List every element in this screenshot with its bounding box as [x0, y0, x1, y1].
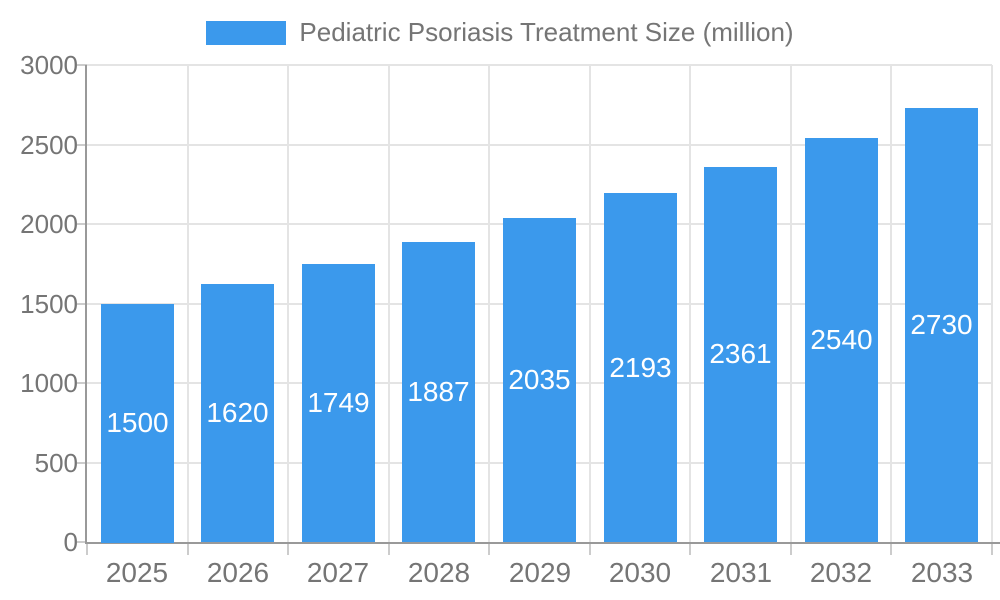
x-axis-tick — [689, 544, 691, 555]
x-tick-label: 2033 — [910, 557, 974, 588]
legend-label[interactable]: Pediatric Psoriasis Treatment Size (mill… — [299, 17, 794, 47]
legend-swatch[interactable] — [206, 20, 287, 45]
v-gridline — [187, 65, 189, 542]
x-axis-tick — [790, 544, 792, 555]
bar[interactable] — [201, 284, 274, 542]
y-axis-tick — [77, 382, 87, 384]
bar-value-label: 1749 — [307, 387, 370, 418]
x-tick-label: 2032 — [809, 557, 873, 588]
y-axis-line — [85, 65, 87, 542]
y-tick-label: 2000 — [20, 209, 78, 239]
bar-value-label: 2035 — [508, 364, 571, 395]
x-tick-label: 2026 — [206, 557, 270, 588]
x-tick-label: 2025 — [105, 557, 169, 588]
y-tick-label: 500 — [34, 448, 78, 478]
v-gridline — [287, 65, 289, 542]
x-axis-tick — [86, 544, 88, 555]
x-tick-label: 2028 — [407, 557, 471, 588]
bar-value-label: 2730 — [910, 309, 973, 340]
bar[interactable] — [604, 193, 677, 542]
x-axis-tick — [287, 544, 289, 555]
h-gridline — [87, 144, 992, 146]
x-tick-label: 2029 — [508, 557, 572, 588]
y-axis-tick — [77, 144, 87, 146]
y-axis-tick — [77, 541, 87, 543]
y-axis-tick — [77, 223, 87, 225]
x-axis-tick — [388, 544, 390, 555]
v-gridline — [589, 65, 591, 542]
bar-value-label: 2540 — [810, 324, 873, 355]
bar[interactable] — [503, 218, 576, 542]
y-axis-tick — [77, 303, 87, 305]
y-tick-label: 0 — [63, 527, 78, 557]
y-tick-label: 1000 — [20, 368, 78, 398]
v-gridline — [790, 65, 792, 542]
bar-value-label: 2361 — [709, 338, 772, 369]
v-gridline — [689, 65, 691, 542]
bar[interactable] — [704, 167, 777, 542]
y-tick-label: 2500 — [20, 130, 78, 160]
bar-value-label: 2193 — [609, 352, 672, 383]
bar-value-label: 1887 — [407, 376, 470, 407]
bar-value-label: 1500 — [106, 407, 169, 438]
y-tick-label: 3000 — [20, 50, 78, 80]
x-tick-label: 2030 — [608, 557, 672, 588]
x-axis-tick — [488, 544, 490, 555]
bar[interactable] — [402, 242, 475, 542]
chart-legend: Pediatric Psoriasis Treatment Size (mill… — [0, 17, 1000, 48]
x-axis-tick — [890, 544, 892, 555]
x-axis-line — [85, 542, 1000, 544]
bar-value-label: 1620 — [206, 397, 269, 428]
h-gridline — [87, 64, 992, 66]
x-axis-tick — [991, 544, 993, 555]
bar[interactable] — [905, 108, 978, 542]
v-gridline — [991, 65, 993, 542]
y-axis-tick — [77, 462, 87, 464]
bar[interactable] — [101, 304, 174, 543]
v-gridline — [890, 65, 892, 542]
y-tick-label: 1500 — [20, 289, 78, 319]
bar[interactable] — [805, 138, 878, 542]
y-axis-tick — [77, 64, 87, 66]
bar[interactable] — [302, 264, 375, 542]
v-gridline — [388, 65, 390, 542]
x-tick-label: 2031 — [709, 557, 773, 588]
x-axis-tick — [187, 544, 189, 555]
x-axis-tick — [589, 544, 591, 555]
x-tick-label: 2027 — [306, 557, 370, 588]
v-gridline — [488, 65, 490, 542]
